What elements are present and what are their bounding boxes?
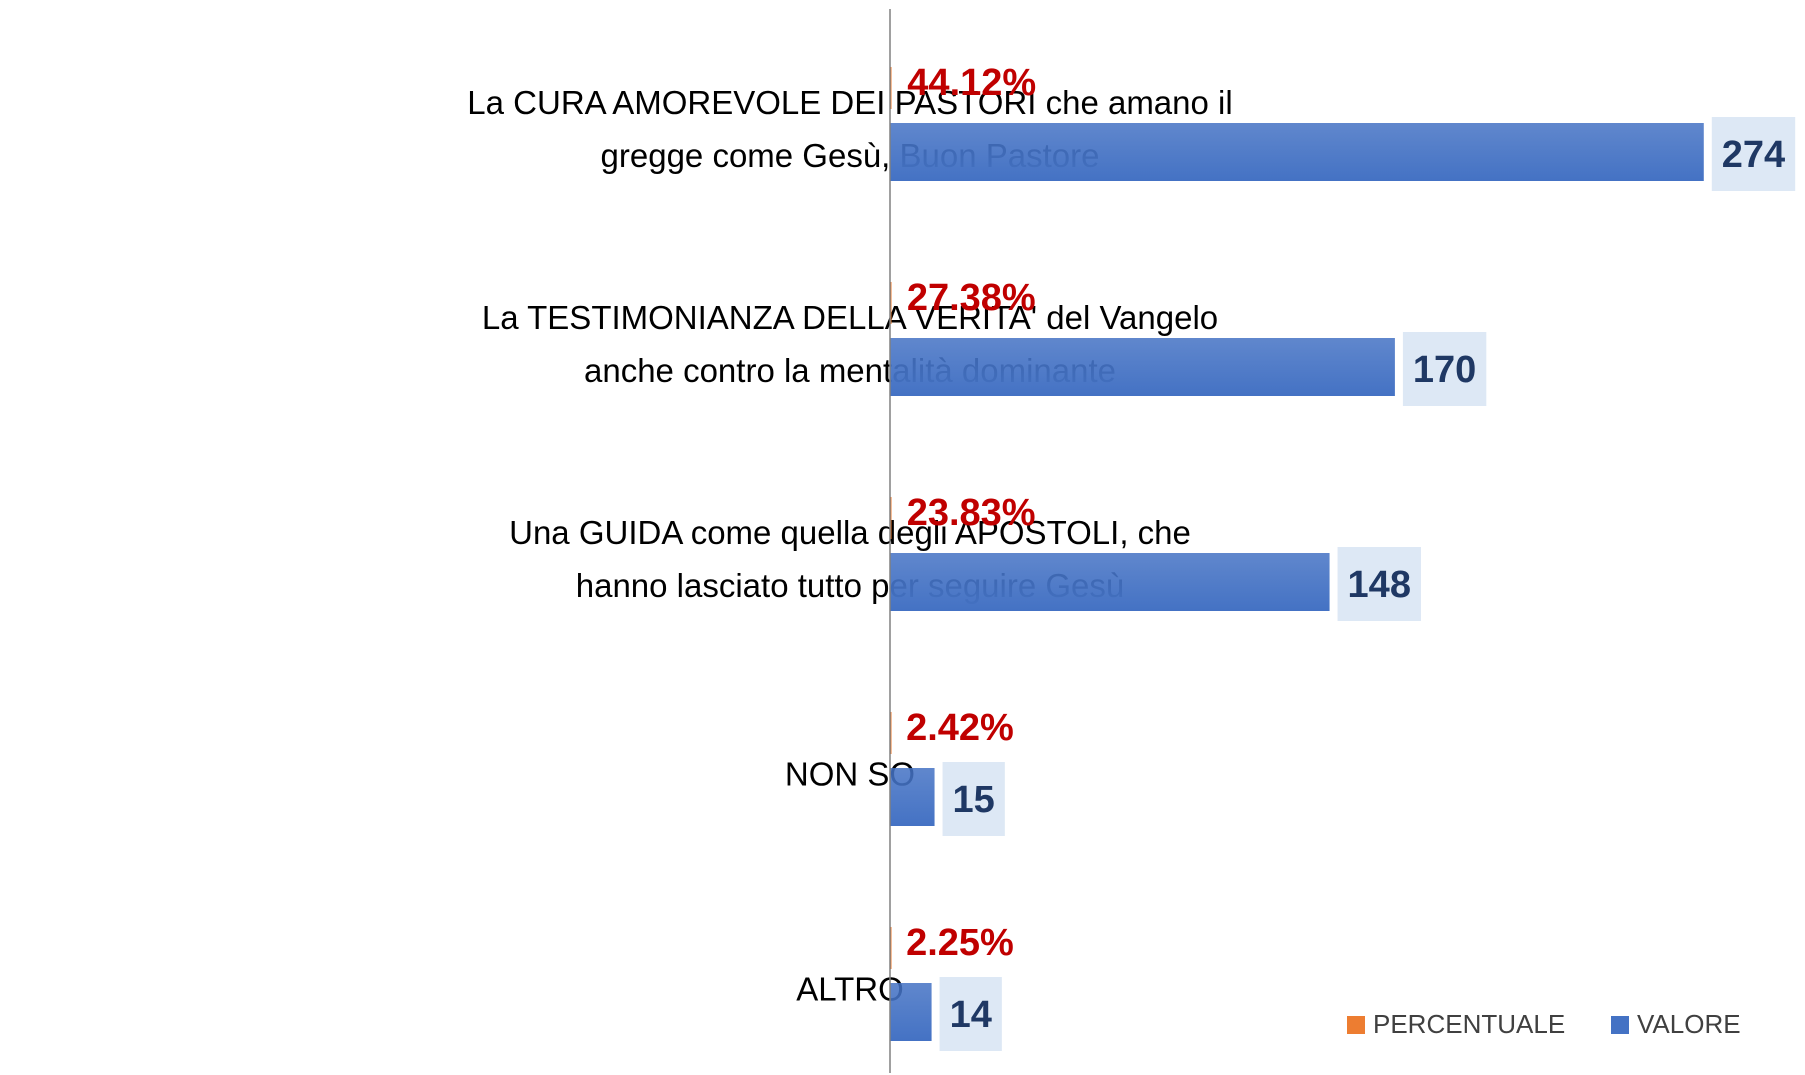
category-label: La CURA AMOREVOLE DEI PASTORI che amano …	[467, 84, 1232, 121]
value-label-box	[942, 762, 1005, 836]
value-label: 170	[1413, 349, 1476, 391]
legend-swatch	[1347, 1016, 1365, 1034]
category-label: ALTRO	[796, 971, 904, 1008]
value-label-box	[1402, 332, 1487, 406]
value-label: 14	[950, 994, 992, 1036]
value-bar	[890, 123, 1704, 181]
percent-label: 23.83%	[907, 492, 1036, 534]
category-label: Una GUIDA come quella degli APOSTOLI, ch…	[509, 514, 1191, 551]
legend-swatch	[1611, 1016, 1629, 1034]
value-bar	[890, 553, 1330, 611]
value-bar	[890, 768, 935, 826]
value-label: 148	[1348, 564, 1411, 606]
value-bar	[890, 983, 932, 1041]
value-label: 15	[953, 779, 995, 821]
legend-label: PERCENTUALE	[1373, 1009, 1565, 1039]
value-label-box	[1337, 547, 1421, 621]
percent-label: 2.42%	[906, 707, 1014, 749]
category-label: La TESTIMONIANZA DELLA VERITA' del Vange…	[482, 299, 1218, 336]
value-bar	[890, 338, 1395, 396]
percent-label: 2.25%	[906, 922, 1014, 964]
percent-label: 44.12%	[907, 62, 1036, 104]
percent-label: 27.38%	[907, 277, 1036, 319]
legend-label: VALORE	[1637, 1009, 1741, 1039]
value-label-box	[1711, 117, 1796, 191]
value-label: 274	[1722, 134, 1785, 176]
value-label-box	[939, 977, 1002, 1051]
